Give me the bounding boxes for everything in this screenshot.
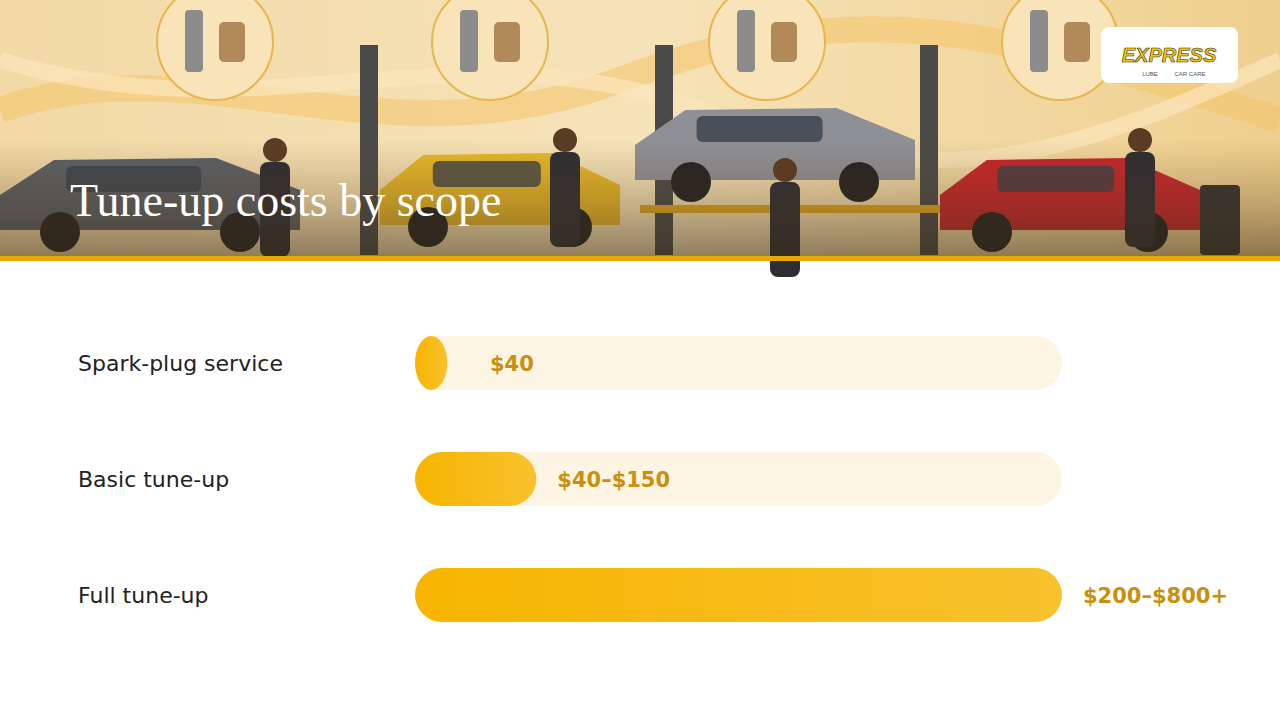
car-window xyxy=(697,116,823,142)
icon-medallion xyxy=(1002,0,1118,100)
logo-text: EXPRESS xyxy=(1122,44,1217,66)
category-labels: Spark-plug service Basic tune-up Full tune… xyxy=(78,351,283,608)
category-label: Full tune-up xyxy=(78,583,209,608)
category-label: Basic tune-up xyxy=(78,467,229,492)
bar xyxy=(415,452,536,506)
logo-box xyxy=(1101,27,1238,83)
banner-rule xyxy=(0,256,1280,261)
logo-subtext: LUBE xyxy=(1142,71,1158,77)
icon-medallion xyxy=(432,0,548,100)
bar-track xyxy=(415,336,1062,390)
icon-part xyxy=(1064,22,1090,62)
banner xyxy=(0,0,1280,277)
icon-part xyxy=(185,10,203,72)
icon-medallion xyxy=(157,0,273,100)
data-label: $40–$150 xyxy=(557,468,670,492)
icon-part xyxy=(1030,10,1048,72)
icon-medallion xyxy=(709,0,825,100)
icon-part xyxy=(460,10,478,72)
logo: EXPRESS LUBE CAR CARE xyxy=(1101,27,1238,83)
bar-track xyxy=(415,568,1062,622)
icon-part xyxy=(219,22,245,62)
bar xyxy=(415,336,447,390)
logo-subtext: CAR CARE xyxy=(1174,71,1205,77)
data-label: $40 xyxy=(490,352,534,376)
icon-part xyxy=(737,10,755,72)
banner-shade xyxy=(0,140,1280,258)
category-label: Spark-plug service xyxy=(78,351,283,376)
icon-part xyxy=(771,22,797,62)
banner-background xyxy=(0,0,1280,258)
bar xyxy=(415,568,1062,622)
data-labels: $40 $40–$150 $200–$800+ xyxy=(490,352,1228,608)
bars xyxy=(415,336,1062,622)
icon-part xyxy=(494,22,520,62)
chart: EXPRESS LUBE CAR CARE Tune-up costs by scop… xyxy=(0,0,1280,720)
chart-title: Tune-up costs by scope xyxy=(70,175,501,226)
bar-tracks xyxy=(415,336,1062,622)
data-label: $200–$800+ xyxy=(1083,584,1228,608)
bar-track xyxy=(415,452,1062,506)
